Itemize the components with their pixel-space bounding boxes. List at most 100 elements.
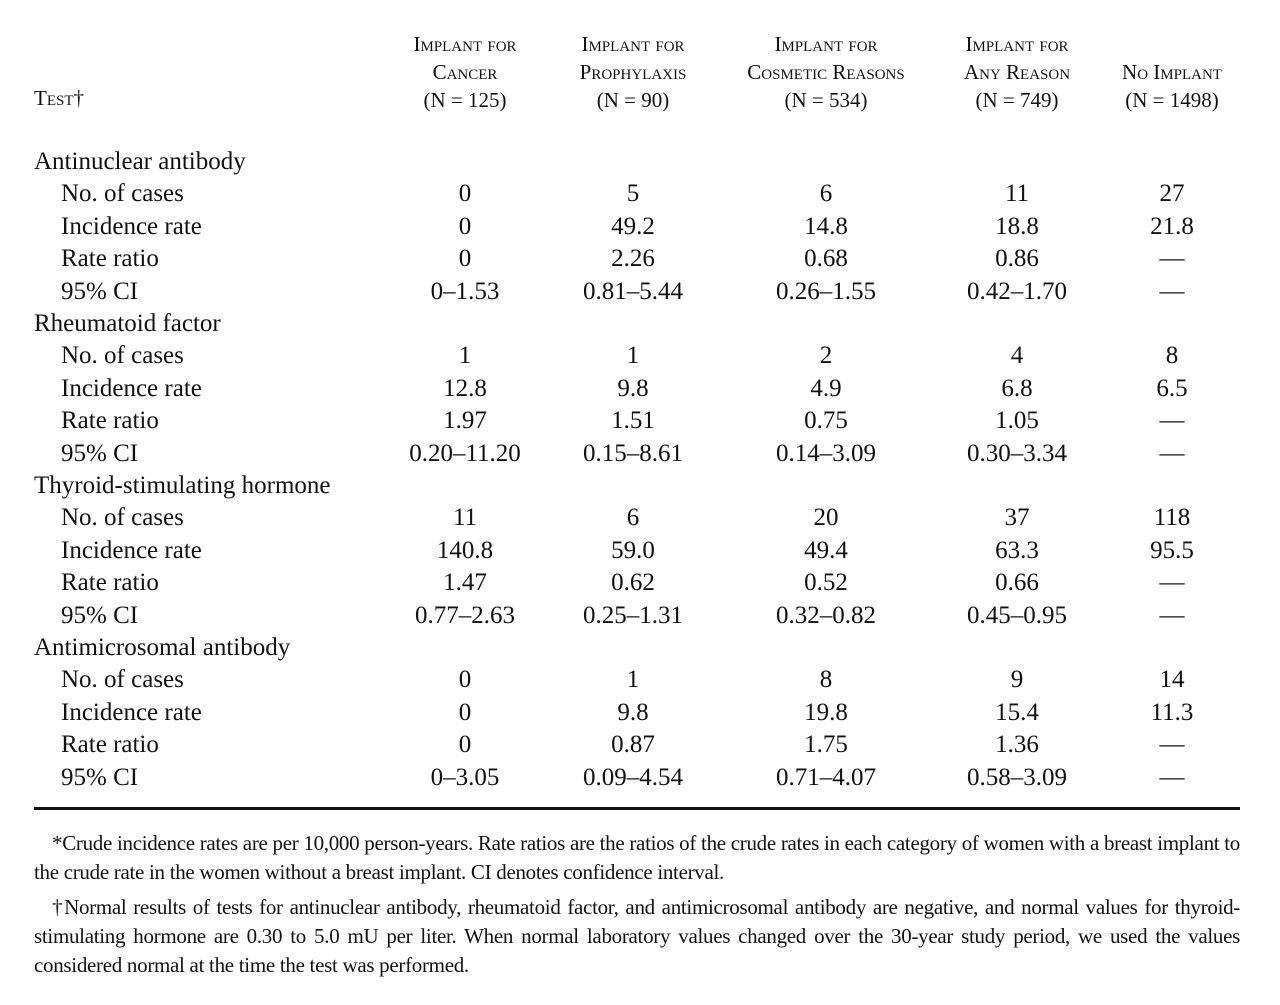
table-cell: 0.81–5.44	[583, 277, 683, 305]
table-cell: 0.75	[804, 407, 848, 435]
table-cell: 9	[1010, 666, 1024, 694]
table-cell: 4.9	[810, 374, 842, 402]
row-label: No. of cases	[61, 666, 184, 694]
table-cell: 0.66	[995, 569, 1039, 597]
table-row: No. of cases 1 1 2 4 8	[0, 340, 1280, 372]
column-header: Implant for Cancer (N = 125)	[365, 30, 565, 114]
table-cell: 6.5	[1156, 374, 1188, 402]
row-label: No. of cases	[61, 342, 184, 370]
column-header: Implant for Cosmetic Reasons (N = 534)	[726, 30, 926, 114]
column-header-line2: Any Reason	[963, 60, 1071, 84]
table-row: 95% CI 0.77–2.63 0.25–1.31 0.32–0.82 0.45–0.…	[0, 600, 1280, 632]
table-row: Incidence rate 0 9.8 19.8 15.4 11.3	[0, 697, 1280, 729]
group-header-row: Rheumatoid factor	[0, 308, 1280, 340]
table-cell: 2.26	[611, 245, 655, 273]
table-cell: 4	[1010, 342, 1024, 370]
table-cell: 118	[1153, 504, 1191, 532]
table-cell: 6	[626, 504, 640, 532]
group-title: Antinuclear antibody	[34, 148, 246, 175]
table-row: No. of cases 0 1 8 9 14	[0, 664, 1280, 696]
table-cell: —	[1159, 277, 1185, 305]
table-cell: 59.0	[611, 536, 655, 564]
table-cell: 14.8	[804, 212, 848, 240]
table-cell: 0.30–3.34	[967, 439, 1067, 467]
row-label: 95% CI	[61, 277, 139, 305]
row-label: No. of cases	[61, 180, 184, 208]
table-cell: 1.51	[611, 407, 655, 435]
column-header-n: (N = 125)	[423, 88, 507, 112]
table-row: No. of cases 11 6 20 37 118	[0, 502, 1280, 534]
table-row: Rate ratio 1.97 1.51 0.75 1.05 —	[0, 405, 1280, 437]
test-column-header: Test†	[34, 86, 84, 110]
column-header-n: (N = 749)	[975, 88, 1059, 112]
table-cell: 0.09–4.54	[583, 763, 683, 791]
table-cell: 11	[452, 504, 478, 532]
row-label: Incidence rate	[61, 698, 202, 726]
table-cell: 0.87	[611, 731, 655, 759]
row-label: 95% CI	[61, 763, 139, 791]
table-cell: 0.71–4.07	[776, 763, 876, 791]
column-header-line1: Implant for	[774, 32, 878, 56]
table-cell: 0	[458, 245, 472, 273]
table-cell: 0.86	[995, 245, 1039, 273]
table-cell: 0.58–3.09	[967, 763, 1067, 791]
table-cell: 49.4	[804, 536, 848, 564]
table-bottom-rule	[34, 807, 1240, 810]
table-cell: 0	[458, 666, 472, 694]
table-cell: 15.4	[995, 698, 1039, 726]
table-cell: 0.45–0.95	[967, 601, 1067, 629]
table-row: Rate ratio 0 2.26 0.68 0.86 —	[0, 243, 1280, 275]
table-cell: 1	[626, 342, 640, 370]
column-header: Implant for Any Reason (N = 749)	[917, 30, 1117, 114]
table-cell: 0.20–11.20	[409, 439, 521, 467]
table-cell: 1.97	[443, 407, 487, 435]
row-label: 95% CI	[61, 439, 139, 467]
row-label: No. of cases	[61, 504, 184, 532]
table-cell: 0–3.05	[430, 763, 500, 791]
group-header-row: Thyroid-stimulating hormone	[0, 470, 1280, 502]
table-row: Incidence rate 140.8 59.0 49.4 63.3 95.5	[0, 535, 1280, 567]
table-cell: 1.36	[995, 731, 1039, 759]
group-title: Thyroid-stimulating hormone	[34, 472, 331, 499]
table-cell: 2	[819, 342, 833, 370]
table-cell: 14	[1159, 666, 1185, 694]
table-cell: —	[1159, 407, 1185, 435]
row-label: Incidence rate	[61, 212, 202, 240]
column-header-n: (N = 1498)	[1125, 88, 1219, 112]
group-title: Antimicrosomal antibody	[34, 634, 291, 661]
group-title: Rheumatoid factor	[34, 310, 221, 337]
table-cell: 0.26–1.55	[776, 277, 876, 305]
table-cell: 49.2	[611, 212, 655, 240]
group-header-row: Antinuclear antibody	[0, 146, 1280, 178]
table-cell: 0.15–8.61	[583, 439, 683, 467]
table-cell: 18.8	[995, 212, 1039, 240]
row-label: 95% CI	[61, 601, 139, 629]
table-cell: 1.05	[995, 407, 1039, 435]
table-cell: 0.52	[804, 569, 848, 597]
table-row: 95% CI 0–1.53 0.81–5.44 0.26–1.55 0.42–1.70 —	[0, 276, 1280, 308]
table-cell: 6.8	[1001, 374, 1033, 402]
row-label: Incidence rate	[61, 374, 202, 402]
table-row: Rate ratio 1.47 0.62 0.52 0.66 —	[0, 567, 1280, 599]
table-cell: 8	[1165, 342, 1179, 370]
table-row: 95% CI 0–3.05 0.09–4.54 0.71–4.07 0.58–3.09 —	[0, 762, 1280, 794]
table-cell: 0.62	[611, 569, 655, 597]
column-header-line2: Prophylaxis	[579, 60, 687, 84]
table-row: Incidence rate 0 49.2 14.8 18.8 21.8	[0, 211, 1280, 243]
table-cell: 0.14–3.09	[776, 439, 876, 467]
table-row: No. of cases 0 5 6 11 27	[0, 178, 1280, 210]
table-cell: 0.25–1.31	[583, 601, 683, 629]
column-header-line1: Implant for	[965, 32, 1069, 56]
table-cell: 0	[458, 731, 472, 759]
table-row: Incidence rate 12.8 9.8 4.9 6.8 6.5	[0, 373, 1280, 405]
table-cell: —	[1159, 731, 1185, 759]
column-header-line2: Cancer	[432, 60, 498, 84]
table-cell: 0	[458, 698, 472, 726]
row-label: Incidence rate	[61, 536, 202, 564]
group-header-row: Antimicrosomal antibody	[0, 632, 1280, 664]
table-cell: 5	[626, 180, 640, 208]
table-cell: —	[1159, 763, 1185, 791]
table-cell: 21.8	[1150, 212, 1194, 240]
table-cell: 1	[626, 666, 640, 694]
